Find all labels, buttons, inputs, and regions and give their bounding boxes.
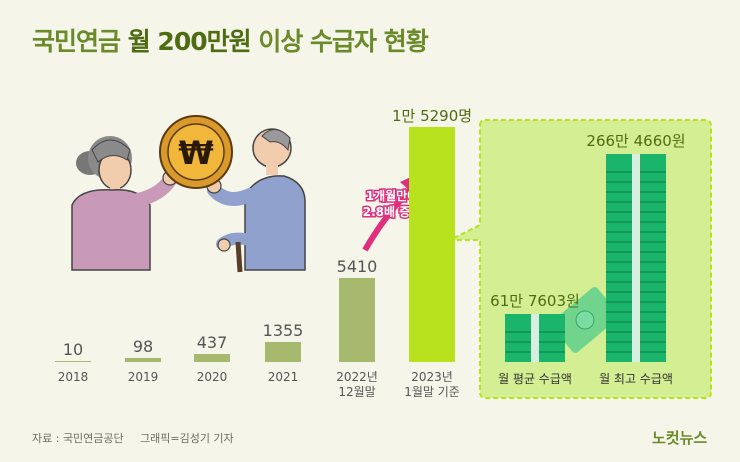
payment-category-1: 월 최고 수급액 [599,372,673,386]
bar-1 [125,358,161,362]
news-logo: 노컷뉴스 [652,429,708,447]
category-label-2: 2020 [197,370,228,384]
title-emphasis: 월 200만원 [127,27,252,56]
value-label-2: 437 [197,333,228,352]
page-title: 국민연금 월 200만원 이상 수급자 현황 [32,22,429,58]
payment-value-1: 266만 4660원 [586,132,685,150]
category-label-4: 2022년 12월말 [336,370,378,399]
won-icon: ₩ [178,134,213,172]
value-label-5: 1만 5290명 [392,107,472,125]
title-rest: 이상 수급자 현황 [250,27,428,56]
banknote-decoration [550,287,620,353]
title-main: 국민연금 [32,27,128,56]
category-label-5: 2023년 1월말 기준 [404,370,460,399]
coin: ₩ [159,115,233,189]
detail-panel [449,119,712,399]
source-note: 자료 : 국민연금공단 [32,432,124,445]
payment-category-0: 월 평균 수급액 [498,372,572,386]
value-label-1: 98 [133,337,153,356]
payment-value-0: 61만 7603원 [490,292,580,310]
category-label-0: 2018 [58,370,89,384]
bar-4 [339,278,375,362]
bar-2 [194,354,230,362]
yearly-bar-series: 10 2018 98 2019 437 2020 1355 2021 5410 2022년 12월말… [55,107,472,399]
bar-3 [265,342,301,362]
bar-0 [55,361,91,362]
category-label-1: 2019 [128,370,159,384]
value-label-0: 10 [63,340,83,359]
value-label-3: 1355 [263,321,304,340]
money-bar-0 [505,314,565,362]
bar-5 [409,127,455,362]
value-label-4: 5410 [337,257,378,276]
growth-annotation: 1개월만에 2.8배 증가 [363,188,422,219]
money-bar-1 [606,154,666,362]
category-label-3: 2021 [268,370,299,384]
graphic-credit: 그래픽=김성기 기자 [140,432,234,445]
